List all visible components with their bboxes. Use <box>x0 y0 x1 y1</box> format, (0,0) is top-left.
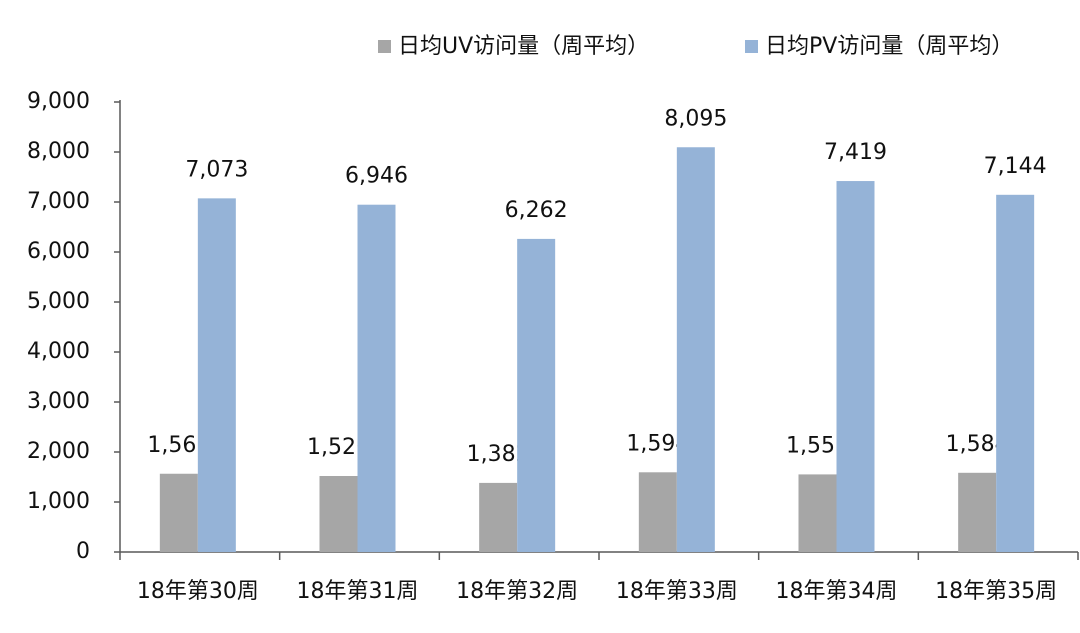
x-tick-label: 18年第34周 <box>776 579 898 604</box>
y-tick-label: 8,000 <box>27 139 90 164</box>
bar <box>798 474 837 552</box>
x-tick-label: 18年第31周 <box>297 579 419 604</box>
y-tick-label: 0 <box>76 539 90 564</box>
y-tick-label: 5,000 <box>27 289 90 314</box>
legend-label: 日均PV访问量（周平均） <box>765 34 1013 59</box>
value-label: 6,262 <box>505 198 568 223</box>
y-tick-label: 9,000 <box>27 89 90 114</box>
x-tick-label: 18年第30周 <box>137 579 259 604</box>
x-tick-label: 18年第32周 <box>456 579 578 604</box>
legend-label: 日均UV访问量（周平均） <box>398 34 649 59</box>
value-label: 6,946 <box>345 164 408 189</box>
bar <box>958 472 997 552</box>
y-tick-label: 1,000 <box>27 489 90 514</box>
bar <box>159 473 198 552</box>
y-tick-label: 3,000 <box>27 389 90 414</box>
x-tick-label: 18年第33周 <box>616 579 738 604</box>
value-label: 7,073 <box>185 157 248 182</box>
bar <box>517 238 556 552</box>
value-label: 7,144 <box>984 154 1047 179</box>
y-tick-label: 2,000 <box>27 439 90 464</box>
value-label: 8,095 <box>664 106 727 131</box>
bar <box>996 194 1035 553</box>
y-tick-label: 7,000 <box>27 189 90 214</box>
bar <box>676 147 715 552</box>
legend-swatch <box>378 40 391 53</box>
bar <box>319 476 358 552</box>
legend-swatch <box>745 40 758 53</box>
bar <box>197 198 236 552</box>
value-label: 7,419 <box>824 140 887 165</box>
bar <box>479 482 518 552</box>
bar <box>638 472 677 552</box>
y-tick-label: 4,000 <box>27 339 90 364</box>
bar <box>836 181 875 553</box>
bar <box>357 204 396 552</box>
x-tick-label: 18年第35周 <box>935 579 1057 604</box>
y-tick-label: 6,000 <box>27 239 90 264</box>
